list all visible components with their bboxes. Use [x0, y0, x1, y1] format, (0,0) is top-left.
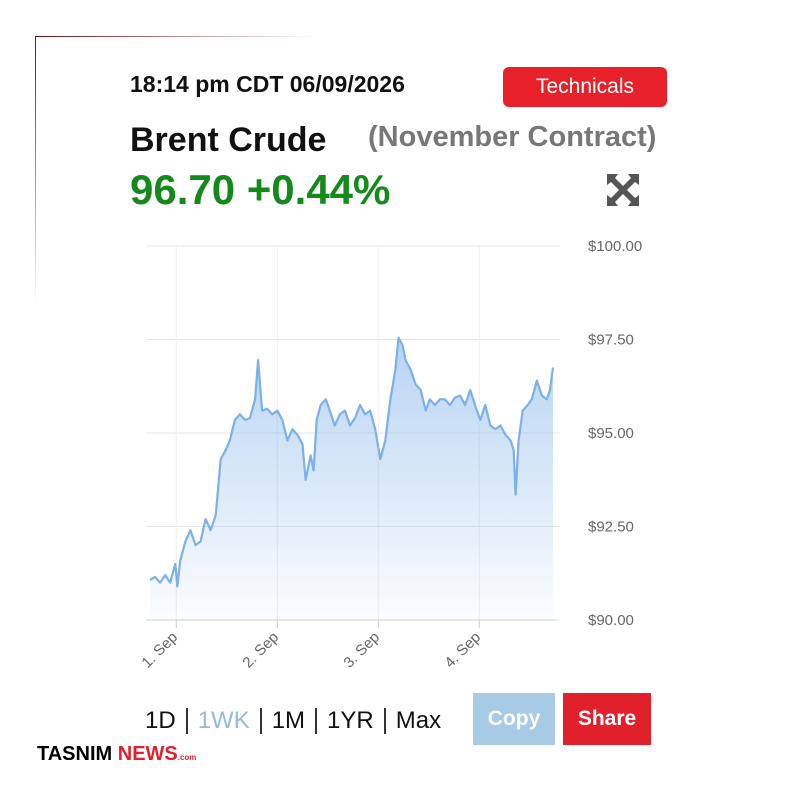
range-option[interactable]: 1YR [317, 708, 386, 734]
y-tick-label: $100.00 [588, 238, 642, 255]
brand-accent: NEWS [117, 743, 178, 765]
price: 96.70 +0.44% [130, 166, 391, 213]
range-option[interactable]: Max [395, 707, 442, 734]
y-tick-label: $90.00 [588, 612, 634, 629]
frame-line [35, 36, 315, 37]
y-tick-label: $92.50 [588, 519, 634, 536]
expand-icon[interactable] [607, 174, 639, 206]
y-tick-label: $95.00 [588, 425, 634, 442]
range-option[interactable]: 1WK [188, 708, 262, 734]
frame-line [35, 36, 36, 306]
brand: TASNIM NEWS.com [37, 743, 196, 766]
y-tick-label: $97.50 [588, 332, 634, 349]
line [149, 336, 555, 588]
range-selector: 1D 1WK 1M 1YR Max [145, 708, 451, 734]
share-button[interactable]: Share [563, 693, 651, 745]
brand-domain: .com [177, 753, 197, 762]
instrument-name: Brent Crude [130, 121, 327, 159]
range-option[interactable]: 1D [145, 708, 188, 734]
x-tick-label: 3. Sep [340, 629, 383, 672]
area [150, 337, 553, 620]
x-tick-label: 1. Sep [138, 629, 181, 672]
copy-button[interactable]: Copy [473, 693, 555, 745]
x-tick-label: 2. Sep [239, 629, 282, 672]
contract: (November Contract) [368, 121, 657, 153]
x-tick-label: 4. Sep [441, 629, 484, 672]
timestamp: 18:14 pm CDT 06/09/2026 [130, 71, 405, 97]
range-option[interactable]: 1M [262, 708, 318, 734]
technicals-button[interactable]: Technicals [503, 67, 667, 107]
brand-name: TASNIM [37, 743, 113, 765]
